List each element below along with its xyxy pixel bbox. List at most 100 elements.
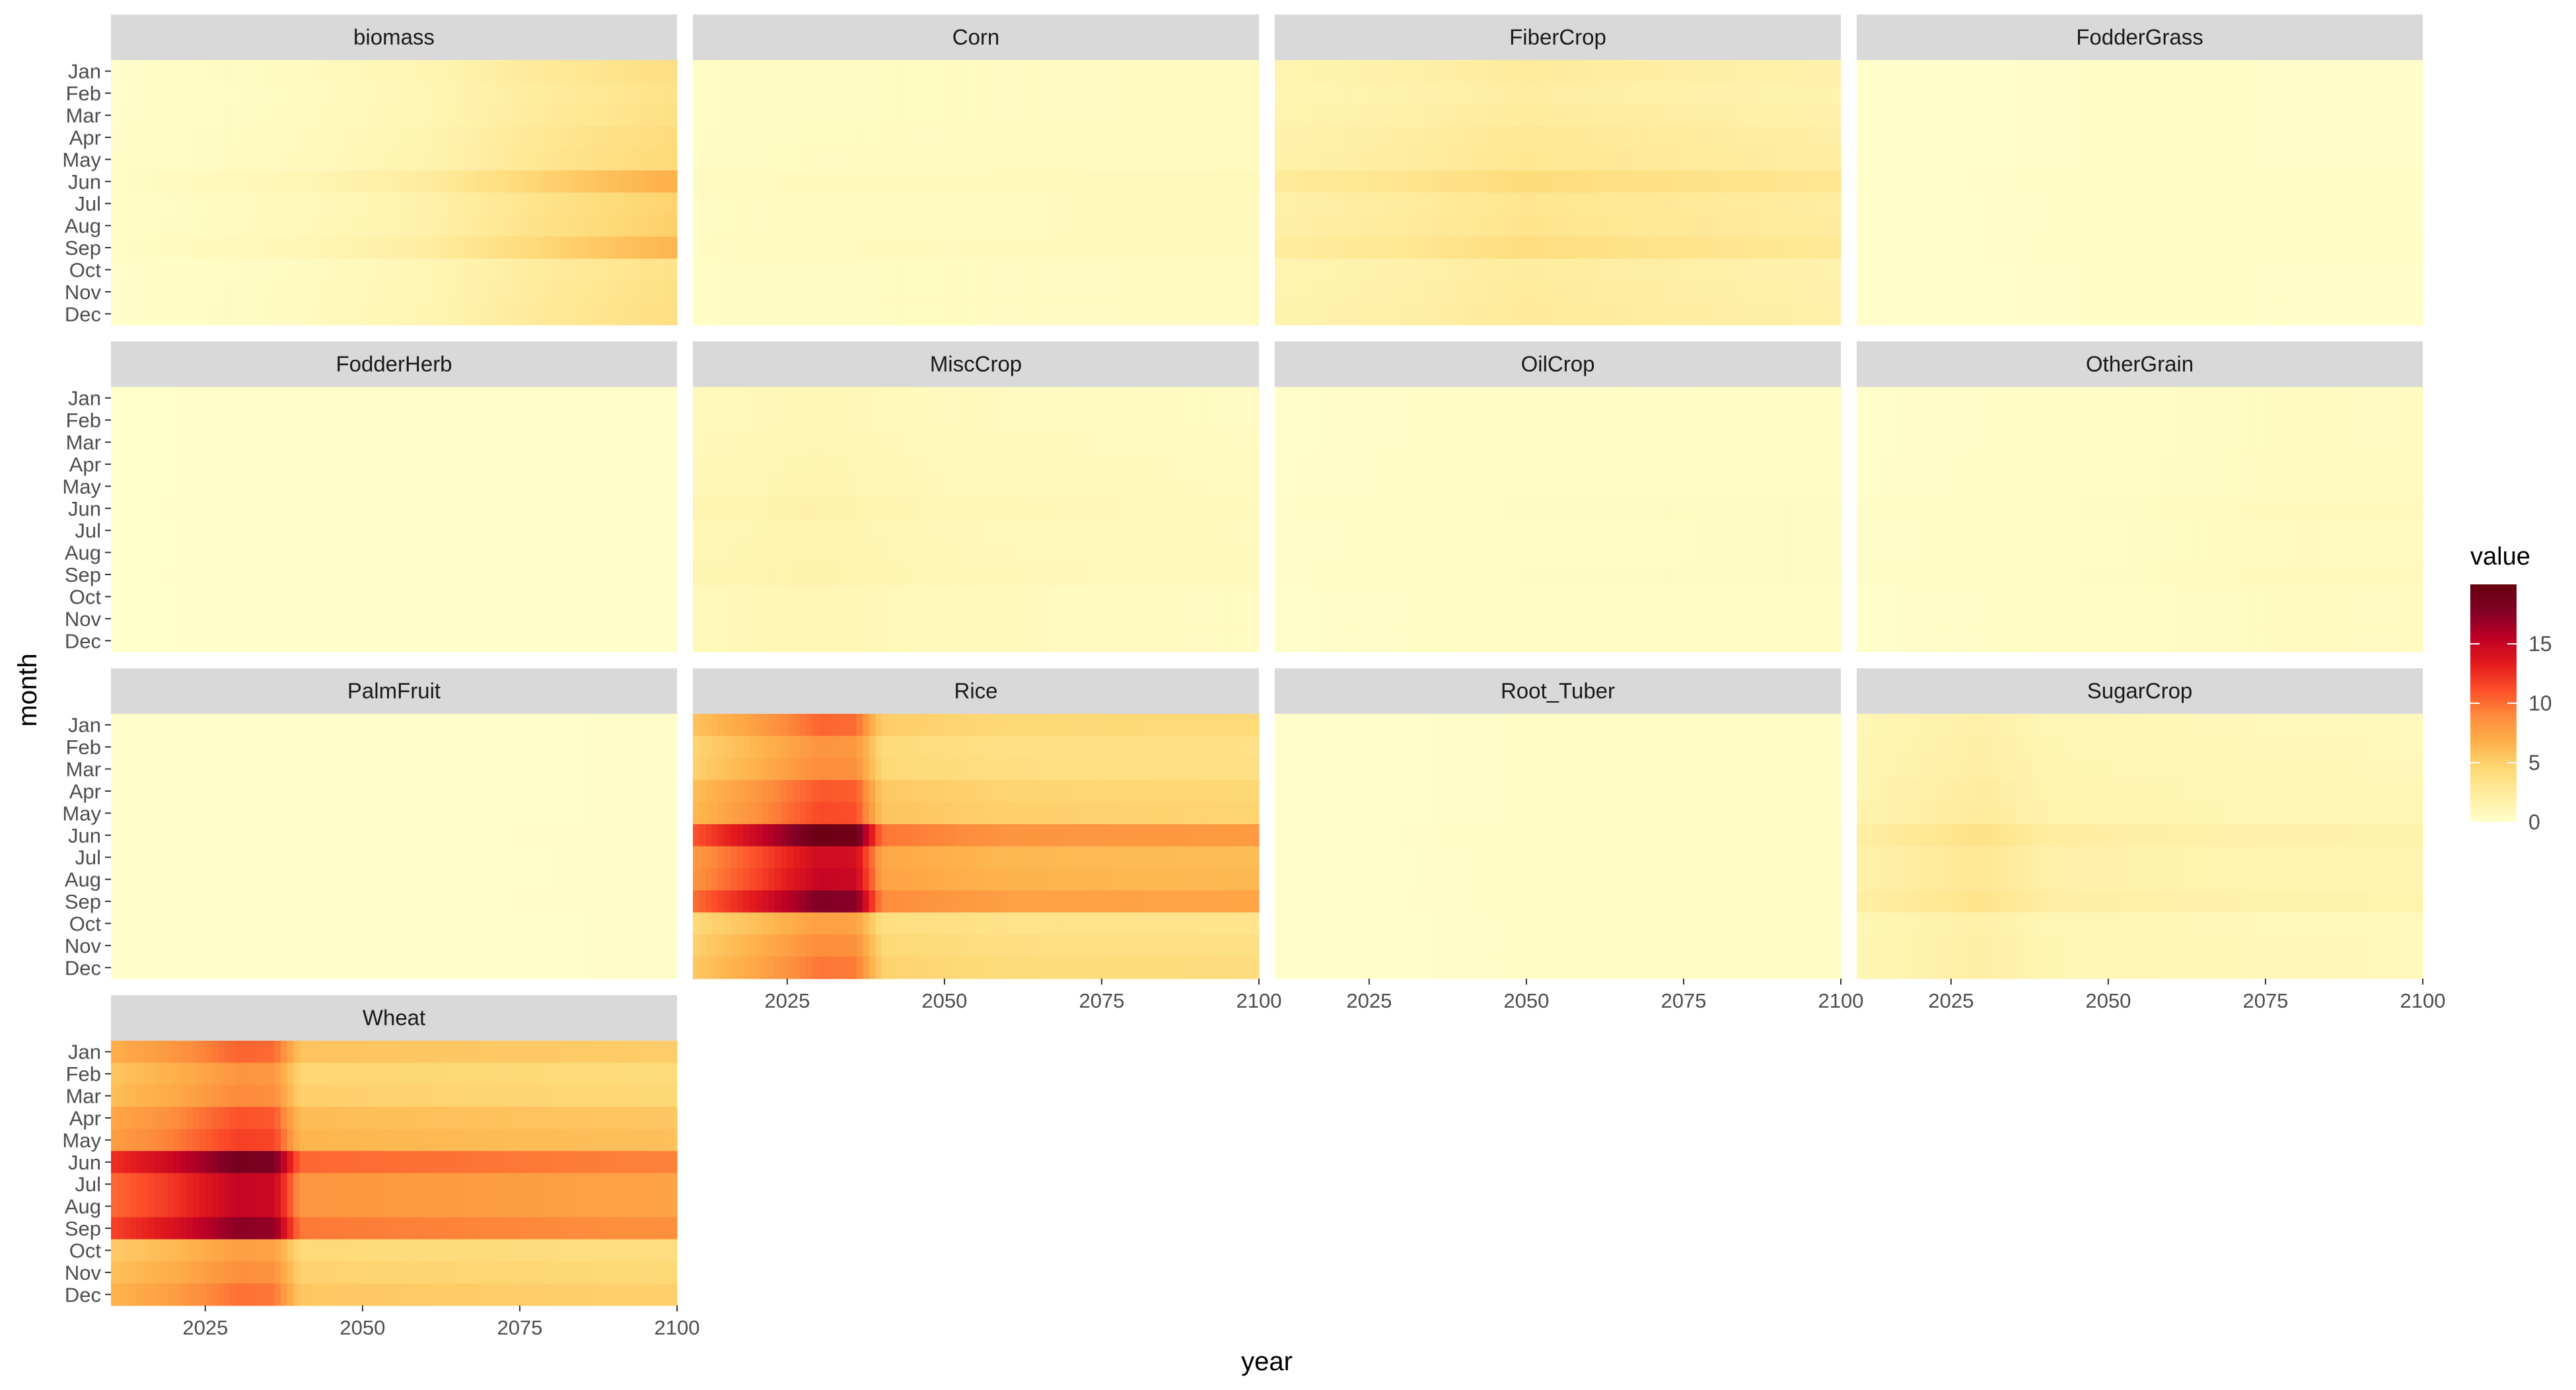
heatmap-cell xyxy=(2178,126,2184,149)
heatmap-cell xyxy=(1363,170,1369,193)
heatmap-cell xyxy=(2278,259,2285,281)
heatmap-cell xyxy=(2215,149,2222,171)
heatmap-cell xyxy=(2033,149,2040,171)
heatmap-cell xyxy=(1614,104,1621,127)
heatmap-cell xyxy=(1215,236,1221,259)
heatmap-cell xyxy=(1419,60,1426,83)
heatmap-cell xyxy=(2410,170,2417,193)
heatmap-cell xyxy=(925,236,932,259)
heatmap-cell xyxy=(2266,170,2272,193)
heatmap-cell xyxy=(1857,82,1863,104)
heatmap-cell xyxy=(970,170,976,193)
heatmap-cell xyxy=(300,170,306,193)
heatmap-cell xyxy=(130,170,137,193)
heatmap-cell xyxy=(1639,82,1646,104)
heatmap-cell xyxy=(995,149,1001,171)
heatmap-cell xyxy=(1507,303,1514,326)
heatmap-cell xyxy=(652,215,659,237)
heatmap-cell xyxy=(419,387,426,409)
heatmap-cell xyxy=(818,126,825,149)
heatmap-cell xyxy=(363,608,369,630)
heatmap-cell xyxy=(875,215,882,237)
y-tick-label: Mar xyxy=(66,104,101,127)
heatmap-cell xyxy=(1177,126,1184,149)
heatmap-cell xyxy=(2234,215,2240,237)
heatmap-cell xyxy=(2266,149,2272,171)
heatmap-cell xyxy=(1344,170,1351,193)
heatmap-cell xyxy=(256,475,262,498)
heatmap-cell xyxy=(281,475,287,498)
heatmap-cell xyxy=(888,149,894,171)
heatmap-cell xyxy=(2398,193,2404,215)
y-tick-label: May xyxy=(62,148,101,171)
heatmap-cell xyxy=(1677,236,1684,259)
heatmap-cell xyxy=(1633,126,1640,149)
heatmap-cell xyxy=(743,60,750,83)
heatmap-cell xyxy=(1703,303,1709,326)
heatmap-cell xyxy=(249,409,256,431)
heatmap-cell xyxy=(243,281,250,303)
heatmap-cell xyxy=(1007,82,1014,104)
heatmap-cell xyxy=(2253,82,2260,104)
heatmap-cell xyxy=(1344,259,1351,281)
heatmap-cell xyxy=(306,630,312,652)
heatmap-cell xyxy=(180,236,187,259)
heatmap-cell xyxy=(463,193,470,215)
heatmap-cell xyxy=(557,170,564,193)
heatmap-cell xyxy=(1489,60,1495,83)
heatmap-cell xyxy=(1608,170,1615,193)
heatmap-cell xyxy=(174,60,180,83)
heatmap-cell xyxy=(1338,149,1344,171)
heatmap-cell xyxy=(1526,60,1533,83)
heatmap-cell xyxy=(1332,303,1338,326)
heatmap-cell xyxy=(1939,259,1945,281)
heatmap-cell xyxy=(1583,215,1590,237)
heatmap-cell xyxy=(1281,104,1288,127)
heatmap-cell xyxy=(2285,281,2291,303)
heatmap-cell xyxy=(1350,126,1357,149)
heatmap-cell xyxy=(1202,259,1209,281)
heatmap-cell xyxy=(2159,236,2165,259)
heatmap-cell xyxy=(1614,303,1621,326)
heatmap-cell xyxy=(413,82,419,104)
heatmap-cell xyxy=(1728,193,1735,215)
heatmap-cell xyxy=(211,497,218,520)
heatmap-cell xyxy=(2328,60,2335,83)
heatmap-cell xyxy=(363,475,369,498)
heatmap-cell xyxy=(1995,149,2001,171)
heatmap-cell xyxy=(1746,104,1753,127)
heatmap-cell xyxy=(2297,82,2304,104)
heatmap-cell xyxy=(2190,126,2197,149)
heatmap-cell xyxy=(236,149,243,171)
heatmap-cell xyxy=(293,193,300,215)
heatmap-cell xyxy=(1696,236,1703,259)
heatmap-cell xyxy=(2316,215,2322,237)
heatmap-cell xyxy=(1828,259,1835,281)
heatmap-cell xyxy=(118,170,124,193)
heatmap-cell xyxy=(419,303,426,326)
heatmap-cell xyxy=(982,104,989,127)
heatmap-cell xyxy=(670,259,677,281)
heatmap-cell xyxy=(545,303,552,326)
heatmap-cell xyxy=(338,541,344,564)
heatmap-cell xyxy=(2322,60,2329,83)
heatmap-cell xyxy=(2373,82,2379,104)
heatmap-cell xyxy=(1834,193,1841,215)
heatmap-cell xyxy=(1857,259,1863,281)
heatmap-cell xyxy=(1234,193,1240,215)
heatmap-cell xyxy=(2341,104,2347,127)
heatmap-cell xyxy=(1375,60,1382,83)
heatmap-cell xyxy=(1945,236,1951,259)
heatmap-cell xyxy=(1252,193,1259,215)
heatmap-cell xyxy=(1558,303,1565,326)
heatmap-cell xyxy=(407,236,413,259)
heatmap-cell xyxy=(161,586,168,608)
heatmap-cell xyxy=(306,431,312,454)
heatmap-cell xyxy=(925,149,932,171)
heatmap-cell xyxy=(2133,170,2140,193)
heatmap-cell xyxy=(2058,82,2065,104)
heatmap-cell xyxy=(1070,193,1077,215)
heatmap-cell xyxy=(1202,82,1209,104)
heatmap-cell xyxy=(143,563,149,586)
heatmap-cell xyxy=(1476,104,1483,127)
